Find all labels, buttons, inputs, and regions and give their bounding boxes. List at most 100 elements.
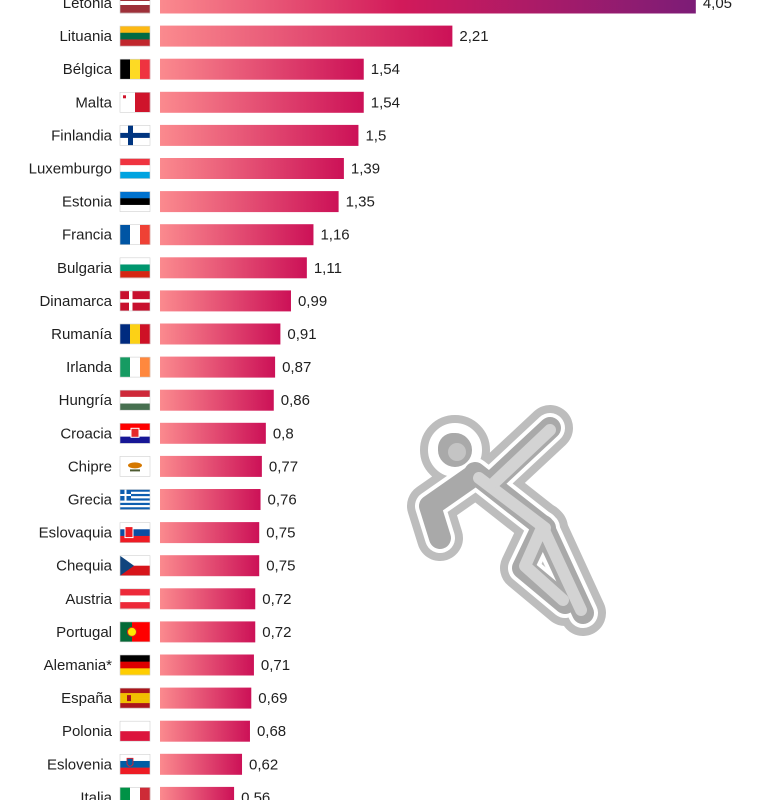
bar-row: Irlanda 0,87: [66, 356, 311, 378]
bar-row: Eslovenia 0,62: [47, 753, 278, 775]
malta-flag: [119, 92, 151, 113]
category-label: Grecia: [68, 492, 113, 509]
value-label: 0,76: [268, 492, 297, 509]
value-label: 0,69: [258, 690, 287, 707]
category-label: España: [61, 690, 113, 707]
denmark-flag: [119, 290, 151, 312]
category-label: Rumanía: [51, 326, 113, 343]
bar: [160, 290, 291, 312]
bar: [160, 786, 235, 800]
category-label: Chipre: [68, 458, 112, 475]
latvia-flag: [119, 0, 151, 14]
value-label: 0,99: [298, 293, 327, 310]
category-label: Portugal: [56, 624, 112, 641]
bar-row: Lituania 2,21: [59, 25, 489, 47]
bar: [160, 224, 314, 246]
value-label: 2,21: [459, 28, 488, 45]
value-label: 1,54: [371, 94, 400, 111]
poland-flag: [119, 720, 151, 742]
bar-row: España 0,69: [61, 687, 287, 709]
bar-row: Croacia 0,8: [60, 422, 294, 444]
bar: [160, 489, 261, 510]
category-label: Bulgaria: [57, 260, 113, 277]
category-label: Alemania*: [44, 657, 113, 674]
value-label: 4,05: [703, 0, 732, 12]
value-label: 0,8: [273, 425, 294, 442]
luxembourg-flag: [119, 158, 151, 179]
france-flag: [119, 224, 151, 245]
category-label: Dinamarca: [39, 293, 112, 310]
romania-flag: [119, 323, 151, 345]
category-label: Chequia: [56, 558, 113, 575]
bar: [160, 389, 274, 411]
bar: [160, 356, 276, 378]
bar: [160, 422, 266, 444]
value-label: 0,71: [261, 657, 290, 674]
bar-row: Finlandia 1,5: [51, 124, 386, 146]
bar: [160, 323, 281, 345]
italy-flag: [119, 787, 151, 800]
bar-row: Luxemburgo 1,39: [29, 158, 380, 179]
value-label: 1,11: [314, 260, 342, 277]
bar-row: Eslovaquia 0,75: [39, 522, 295, 544]
value-label: 0,77: [269, 458, 298, 475]
bar: [160, 621, 256, 643]
bar-row: Grecia 0,76: [68, 489, 297, 510]
value-label: 0,75: [266, 558, 295, 575]
bar: [160, 654, 254, 676]
category-label: Eslovaquia: [39, 525, 113, 542]
belgium-flag: [119, 58, 151, 80]
finland-flag: [119, 125, 151, 146]
value-label: 1,5: [365, 127, 386, 144]
value-label: 0,68: [257, 723, 286, 740]
bar-row: Portugal 0,72: [56, 621, 291, 643]
value-label: 1,39: [351, 161, 380, 178]
bar-row: Malta 1,54: [75, 91, 400, 113]
czechia-flag: [119, 555, 151, 577]
category-label: Polonia: [62, 723, 113, 740]
bar-row: Rumanía 0,91: [51, 323, 317, 345]
bar-row: Bulgaria 1,11: [57, 257, 342, 279]
bar: [160, 25, 453, 47]
value-label: 0,87: [282, 359, 311, 376]
bar: [160, 455, 262, 477]
value-label: 1,54: [371, 61, 400, 78]
category-label: Bélgica: [63, 61, 113, 78]
category-label: Croacia: [60, 425, 112, 442]
germany-flag: [119, 654, 151, 676]
bar: [160, 720, 250, 742]
category-label: Francia: [62, 227, 113, 244]
bar: [160, 158, 344, 179]
category-label: Italia: [80, 789, 112, 800]
category-label: Irlanda: [66, 359, 113, 376]
value-label: 0,62: [249, 756, 278, 773]
greece-flag: [119, 489, 151, 510]
bar: [160, 522, 260, 544]
category-label: Austria: [65, 591, 112, 608]
bar-row: Letonia 4,05: [63, 0, 732, 14]
category-label: Hungría: [59, 392, 113, 409]
category-label: Letonia: [63, 0, 113, 12]
bar: [160, 588, 256, 610]
bulgaria-flag: [119, 257, 151, 279]
bar-row: Hungría 0,86: [59, 389, 310, 411]
slovakia-flag: [119, 522, 151, 543]
category-label: Estonia: [62, 194, 113, 211]
ireland-flag: [119, 356, 151, 378]
value-label: 0,86: [281, 392, 310, 409]
bar: [160, 753, 243, 775]
value-label: 1,16: [320, 227, 349, 244]
bar: [160, 58, 364, 80]
estonia-flag: [119, 191, 151, 212]
bar-row: Chequia 0,75: [56, 555, 295, 577]
value-label: 0,91: [287, 326, 316, 343]
bar-row: Estonia 1,35: [62, 191, 375, 213]
lithuania-flag: [119, 25, 151, 47]
value-label: 1,35: [346, 194, 375, 211]
category-label: Lituania: [59, 28, 112, 45]
hungary-flag: [119, 389, 151, 411]
bar-row: Polonia 0,68: [62, 720, 286, 742]
value-label: 0,72: [262, 624, 291, 641]
bar: [160, 555, 260, 577]
